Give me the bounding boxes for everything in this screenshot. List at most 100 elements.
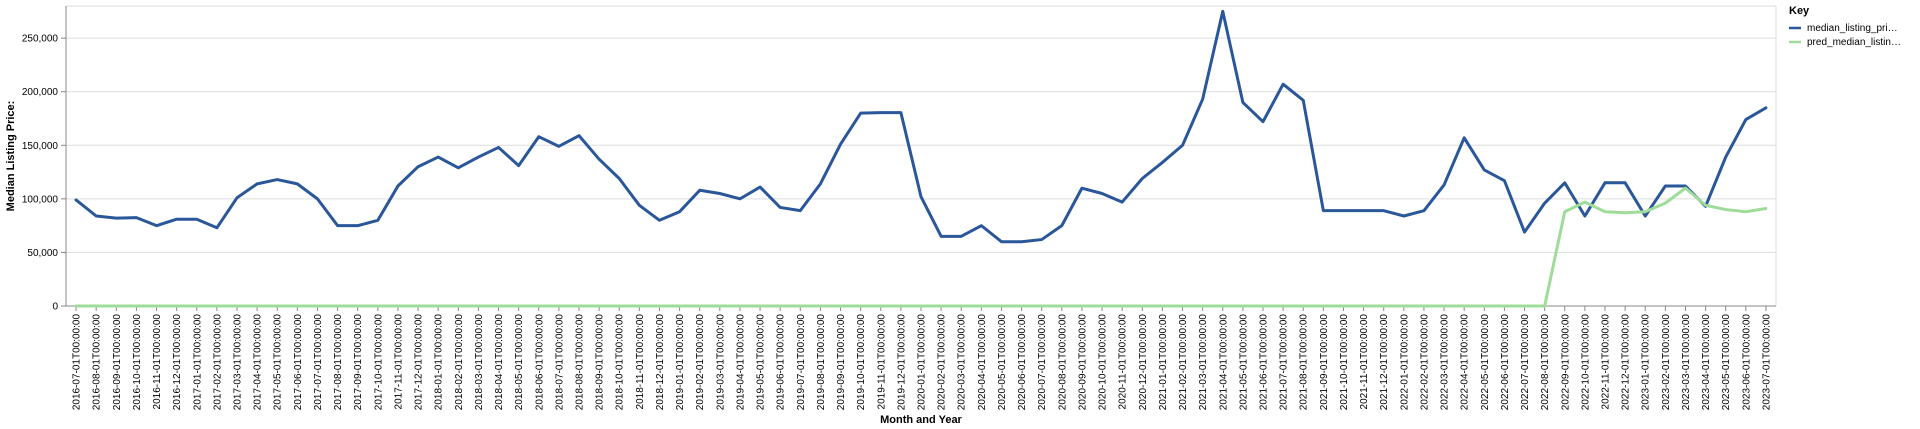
x-tick-label: 2019-03-01T00:00:00 bbox=[715, 314, 726, 411]
x-tick-label: 2018-10-01T00:00:00 bbox=[615, 314, 626, 411]
x-tick-label: 2018-08-01T00:00:00 bbox=[575, 314, 586, 411]
x-tick-label: 2021-11-01T00:00:00 bbox=[1359, 314, 1370, 410]
x-tick-label: 2020-04-01T00:00:00 bbox=[977, 314, 988, 411]
x-tick-label: 2018-01-01T00:00:00 bbox=[434, 314, 445, 411]
x-tick-label: 2023-05-01T00:00:00 bbox=[1721, 314, 1732, 411]
x-tick-label: 2022-12-01T00:00:00 bbox=[1621, 314, 1632, 411]
x-tick-label: 2017-06-01T00:00:00 bbox=[293, 314, 304, 411]
x-tick-label: 2018-02-01T00:00:00 bbox=[454, 314, 465, 411]
x-tick-label: 2018-09-01T00:00:00 bbox=[595, 314, 606, 411]
x-tick-label: 2018-07-01T00:00:00 bbox=[554, 314, 565, 411]
x-tick-label: 2021-01-01T00:00:00 bbox=[1158, 314, 1169, 411]
x-tick-label: 2018-12-01T00:00:00 bbox=[655, 314, 666, 411]
x-tick-label: 2022-06-01T00:00:00 bbox=[1500, 314, 1511, 411]
x-tick-label: 2017-10-01T00:00:00 bbox=[373, 314, 384, 411]
y-tick-label: 150,000 bbox=[22, 141, 59, 152]
x-tick-label: 2017-12-01T00:00:00 bbox=[414, 314, 425, 411]
y-tick-label: 200,000 bbox=[22, 87, 59, 98]
legend-label-1: median_listing_pri… bbox=[1807, 23, 1898, 34]
x-tick-label: 2019-11-01T00:00:00 bbox=[876, 314, 887, 410]
x-tick-label: 2022-01-01T00:00:00 bbox=[1399, 314, 1410, 411]
x-tick-label: 2022-05-01T00:00:00 bbox=[1480, 314, 1491, 411]
x-tick-label: 2019-02-01T00:00:00 bbox=[695, 314, 706, 411]
x-tick-label: 2021-08-01T00:00:00 bbox=[1299, 314, 1310, 411]
x-tick-label: 2022-04-01T00:00:00 bbox=[1460, 314, 1471, 411]
legend-label-2: pred_median_listin… bbox=[1807, 37, 1901, 48]
x-tick-label: 2020-07-01T00:00:00 bbox=[1037, 314, 1048, 411]
x-tick-label: 2018-06-01T00:00:00 bbox=[534, 314, 545, 411]
x-tick-label: 2023-07-01T00:00:00 bbox=[1761, 314, 1772, 411]
x-tick-label: 2019-04-01T00:00:00 bbox=[735, 314, 746, 411]
x-tick-label: 2018-05-01T00:00:00 bbox=[514, 314, 525, 411]
x-tick-label: 2022-02-01T00:00:00 bbox=[1419, 314, 1430, 411]
y-axis-title: Median Listing Price: bbox=[5, 101, 17, 212]
x-tick-label: 2021-10-01T00:00:00 bbox=[1339, 314, 1350, 411]
x-tick-label: 2020-08-01T00:00:00 bbox=[1057, 314, 1068, 411]
x-tick-label: 2020-10-01T00:00:00 bbox=[1098, 314, 1109, 411]
x-tick-label: 2019-09-01T00:00:00 bbox=[836, 314, 847, 411]
y-tick-label: 250,000 bbox=[22, 34, 59, 45]
x-tick-label: 2018-11-01T00:00:00 bbox=[635, 314, 646, 410]
x-tick-label: 2022-10-01T00:00:00 bbox=[1580, 314, 1591, 411]
x-tick-label: 2016-07-01T00:00:00 bbox=[72, 314, 83, 411]
x-tick-label: 2023-02-01T00:00:00 bbox=[1661, 314, 1672, 411]
x-tick-label: 2019-05-01T00:00:00 bbox=[756, 314, 767, 411]
x-tick-label: 2022-08-01T00:00:00 bbox=[1540, 314, 1551, 411]
x-tick-label: 2021-03-01T00:00:00 bbox=[1198, 314, 1209, 411]
legend-title: Key bbox=[1789, 5, 1810, 17]
x-tick-label: 2017-09-01T00:00:00 bbox=[353, 314, 364, 411]
x-tick-label: 2019-10-01T00:00:00 bbox=[856, 314, 867, 411]
y-tick-label: 0 bbox=[52, 302, 58, 313]
x-tick-label: 2022-03-01T00:00:00 bbox=[1440, 314, 1451, 411]
x-tick-label: 2023-03-01T00:00:00 bbox=[1681, 314, 1692, 411]
x-tick-label: 2021-09-01T00:00:00 bbox=[1319, 314, 1330, 411]
x-tick-label: 2020-05-01T00:00:00 bbox=[997, 314, 1008, 411]
x-tick-label: 2023-01-01T00:00:00 bbox=[1641, 314, 1652, 411]
x-tick-label: 2017-04-01T00:00:00 bbox=[253, 314, 264, 411]
x-tick-label: 2021-07-01T00:00:00 bbox=[1279, 314, 1290, 411]
x-tick-label: 2020-01-01T00:00:00 bbox=[917, 314, 928, 411]
x-tick-label: 2022-11-01T00:00:00 bbox=[1601, 314, 1612, 410]
x-tick-label: 2019-01-01T00:00:00 bbox=[675, 314, 686, 411]
x-tick-label: 2018-04-01T00:00:00 bbox=[494, 314, 505, 411]
x-tick-label: 2020-06-01T00:00:00 bbox=[1017, 314, 1028, 411]
plot-frame bbox=[65, 5, 1777, 307]
x-tick-label: 2017-08-01T00:00:00 bbox=[333, 314, 344, 411]
x-tick-label: 2021-12-01T00:00:00 bbox=[1379, 314, 1390, 411]
x-tick-label: 2023-04-01T00:00:00 bbox=[1701, 314, 1712, 411]
x-tick-label: 2021-04-01T00:00:00 bbox=[1218, 314, 1229, 411]
y-tick-label: 100,000 bbox=[22, 194, 59, 205]
x-tick-label: 2020-09-01T00:00:00 bbox=[1077, 314, 1088, 411]
x-tick-label: 2019-07-01T00:00:00 bbox=[796, 314, 807, 411]
series-line-1 bbox=[74, 9, 1768, 244]
series-line-2 bbox=[74, 186, 1768, 308]
x-tick-label: 2022-09-01T00:00:00 bbox=[1560, 314, 1571, 411]
x-tick-label: 2017-01-01T00:00:00 bbox=[192, 314, 203, 411]
x-tick-label: 2020-03-01T00:00:00 bbox=[957, 314, 968, 411]
x-tick-label: 2019-06-01T00:00:00 bbox=[776, 314, 787, 411]
x-tick-label: 2021-05-01T00:00:00 bbox=[1238, 314, 1249, 411]
x-tick-label: 2017-03-01T00:00:00 bbox=[233, 314, 244, 411]
x-tick-label: 2018-03-01T00:00:00 bbox=[474, 314, 485, 411]
x-tick-label: 2017-02-01T00:00:00 bbox=[212, 314, 223, 411]
x-tick-label: 2021-06-01T00:00:00 bbox=[1259, 314, 1270, 411]
x-tick-label: 2022-07-01T00:00:00 bbox=[1520, 314, 1531, 411]
x-tick-label: 2016-12-01T00:00:00 bbox=[172, 314, 183, 411]
x-tick-label: 2019-12-01T00:00:00 bbox=[896, 314, 907, 411]
x-tick-label: 2023-06-01T00:00:00 bbox=[1741, 314, 1752, 411]
x-tick-label: 2017-11-01T00:00:00 bbox=[393, 314, 404, 410]
x-tick-label: 2016-09-01T00:00:00 bbox=[112, 314, 123, 411]
x-tick-label: 2019-08-01T00:00:00 bbox=[816, 314, 827, 411]
x-tick-label: 2016-11-01T00:00:00 bbox=[152, 314, 163, 410]
x-tick-label: 2020-02-01T00:00:00 bbox=[937, 314, 948, 411]
x-tick-label: 2021-02-01T00:00:00 bbox=[1178, 314, 1189, 411]
x-tick-label: 2016-08-01T00:00:00 bbox=[92, 314, 103, 411]
x-tick-label: 2020-11-01T00:00:00 bbox=[1118, 314, 1129, 410]
x-axis-title: Month and Year bbox=[880, 414, 962, 426]
x-tick-label: 2017-05-01T00:00:00 bbox=[273, 314, 284, 411]
x-tick-label: 2016-10-01T00:00:00 bbox=[132, 314, 143, 411]
x-tick-label: 2020-12-01T00:00:00 bbox=[1138, 314, 1149, 411]
y-tick-label: 50,000 bbox=[27, 248, 58, 259]
